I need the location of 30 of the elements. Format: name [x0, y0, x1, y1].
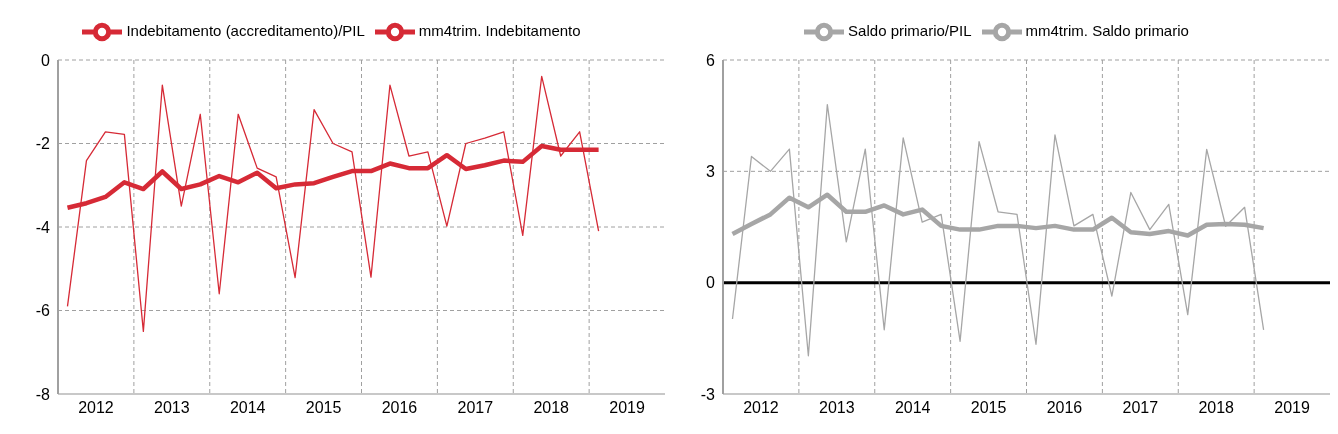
y-tick-label: -4: [35, 218, 51, 236]
line-series: [66, 75, 600, 333]
legend-label: Indebitamento (accreditamento)/PIL: [126, 21, 365, 39]
x-tick-label: 2016: [1046, 399, 1083, 417]
y-tick-label: -8: [35, 385, 51, 403]
y-tick-label: -2: [35, 135, 51, 153]
x-tick-label: 2016: [381, 399, 418, 417]
x-tick-label: 2014: [894, 399, 931, 417]
y-tick-label: 0: [41, 51, 51, 69]
x-tick-label: 2019: [1274, 399, 1310, 417]
legend-label: mm4trim. Indebitamento: [418, 21, 581, 39]
x-tick-label: 2015: [970, 399, 1007, 417]
x-tick-label: 2012: [78, 399, 114, 417]
y-tick-label: -6: [35, 302, 51, 320]
y-tick-label: 6: [706, 51, 716, 69]
x-tick-label: 2015: [305, 399, 342, 417]
x-tick-label: 2013: [819, 399, 855, 417]
x-tick-label: 2012: [743, 399, 779, 417]
x-tick-label: 2017: [1122, 399, 1159, 417]
x-tick-label: 2017: [457, 399, 494, 417]
x-tick-label: 2019: [609, 399, 645, 417]
x-tick-label: 2018: [1198, 399, 1235, 417]
x-tick-label: 2013: [154, 399, 190, 417]
legend-label: mm4trim. Saldo primario: [1025, 21, 1189, 39]
y-tick-label: 3: [706, 163, 716, 181]
legend-label: Saldo primario/PIL: [848, 21, 972, 39]
y-tick-label: 0: [706, 274, 716, 292]
y-tick-label: -3: [700, 385, 716, 403]
x-tick-label: 2018: [533, 399, 570, 417]
x-tick-label: 2014: [229, 399, 266, 417]
